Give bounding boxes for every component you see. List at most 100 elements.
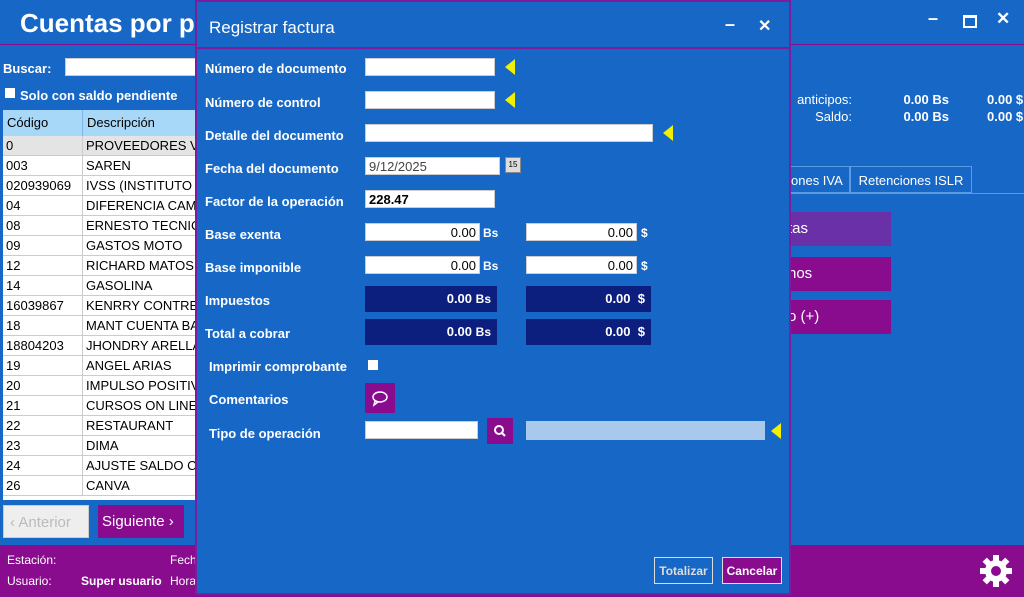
table-cell[interactable]: 04 (3, 196, 83, 216)
detail-input[interactable] (365, 124, 653, 142)
window-minimize[interactable]: – (928, 8, 939, 28)
table-cell[interactable]: 21 (3, 396, 83, 416)
table-cell[interactable]: 020939069 (3, 176, 83, 196)
column-header: Código (3, 110, 83, 136)
table-cell[interactable]: 26 (3, 476, 83, 496)
unit: $ (637, 291, 645, 306)
table-cell[interactable]: 0 (3, 136, 83, 156)
summary-label: anticipos: (797, 92, 852, 107)
table-cell[interactable]: CURSOS ON LINE (83, 396, 198, 416)
table-cell[interactable]: CANVA (83, 476, 198, 496)
unit: Bs (483, 259, 499, 273)
dialog-minimize[interactable]: – (725, 14, 736, 34)
unit: Bs (475, 325, 491, 339)
search-input[interactable] (65, 58, 205, 76)
next-label: Siguiente (102, 513, 165, 530)
window-maximize[interactable] (963, 15, 977, 28)
table-cell[interactable]: 09 (3, 236, 83, 256)
table-cell[interactable]: ERNESTO TECNICO (83, 216, 198, 236)
field-label: Tipo de operación (209, 426, 321, 441)
action-button[interactable]: o (+) (788, 300, 891, 334)
date-label: Fech (170, 553, 197, 567)
table-cell[interactable]: DIMA (83, 436, 198, 456)
table-cell[interactable]: SAREN (83, 156, 198, 176)
action-button[interactable]: nos (788, 257, 891, 291)
table-cell[interactable]: 23 (3, 436, 83, 456)
table-cell[interactable]: 24 (3, 456, 83, 476)
station-label: Estación: (7, 553, 57, 567)
search-button[interactable] (487, 418, 513, 444)
table-cell[interactable]: 003 (3, 156, 83, 176)
unit: $ (641, 259, 648, 273)
field-label: Imprimir comprobante (209, 359, 347, 374)
table-cell[interactable]: 16039867 (3, 296, 83, 316)
column-header: Descripción (83, 110, 198, 136)
table-cell[interactable]: JHONDRY ARELLA (83, 336, 198, 356)
table-cell[interactable]: 14 (3, 276, 83, 296)
field-label: Fecha del documento (205, 161, 339, 176)
table-cell[interactable]: IMPULSO POSITIV (83, 376, 198, 396)
table-cell[interactable]: 12 (3, 256, 83, 276)
table-cell[interactable]: 22 (3, 416, 83, 436)
operation-type-display (526, 421, 765, 440)
window-close[interactable]: ✕ (996, 9, 1011, 28)
table-cell[interactable]: 18 (3, 316, 83, 336)
amount: 0.00 (605, 291, 631, 306)
table-cell[interactable]: KENRRY CONTRER (83, 296, 198, 316)
prev-button[interactable]: ‹ Anterior (3, 505, 89, 538)
table-cell[interactable]: PROVEEDORES VA (83, 136, 198, 156)
field-label: Número de control (205, 95, 321, 110)
table-cell[interactable]: 18804203 (3, 336, 83, 356)
required-marker (771, 423, 781, 439)
table-cell[interactable]: 19 (3, 356, 83, 376)
date-input[interactable]: 9/12/2025 (365, 157, 500, 175)
tab-iva[interactable]: ones IVA (788, 166, 850, 193)
table-cell[interactable]: GASOLINA (83, 276, 198, 296)
table-cell[interactable]: MANT CUENTA BA (83, 316, 198, 336)
unit: Bs (475, 292, 491, 306)
amount: 0.00 (605, 324, 631, 339)
table-cell[interactable]: 20 (3, 376, 83, 396)
tab-islr[interactable]: Retenciones ISLR (850, 166, 972, 193)
amount-display: 0.00 Bs (365, 319, 497, 345)
table-cell[interactable]: GASTOS MOTO (83, 236, 198, 256)
unit: $ (641, 226, 648, 240)
field-label: Base exenta (205, 227, 281, 242)
table-cell[interactable]: RESTAURANT (83, 416, 198, 436)
comments-button[interactable] (365, 383, 395, 413)
table-cell[interactable]: 08 (3, 216, 83, 236)
dialog-close[interactable]: ✕ (758, 18, 772, 35)
field-label: Comentarios (209, 392, 289, 407)
dialog: Registrar factura – ✕ Número de document… (195, 0, 791, 595)
table-cell[interactable]: AJUSTE SALDO CL (83, 456, 198, 476)
accounts-table: Código Descripción 0 PROVEEDORES VA 003 SAREN… (3, 110, 198, 500)
field-label: Número de documento (205, 61, 347, 76)
field-label: Detalle del documento (205, 128, 344, 143)
calendar-button[interactable]: 15 (505, 157, 521, 173)
print-checkbox[interactable] (368, 360, 378, 370)
table-cell[interactable]: ANGEL ARIAS (83, 356, 198, 376)
operation-type-input[interactable] (365, 421, 478, 439)
summary-value: 0.00 Bs (903, 109, 949, 124)
amount-input[interactable]: 0.00 (365, 223, 480, 241)
amount-input[interactable]: 0.00 (526, 223, 637, 241)
factor-input[interactable]: 228.47 (365, 190, 495, 208)
dialog-title: Registrar factura (209, 18, 335, 37)
document-number-input[interactable] (365, 58, 495, 76)
amount: 0.00 (446, 324, 473, 339)
action-button[interactable]: tas (788, 212, 891, 246)
amount-input[interactable]: 0.00 (526, 256, 637, 274)
required-marker (663, 125, 673, 141)
control-number-input[interactable] (365, 91, 495, 109)
cancel-button[interactable]: Cancelar (722, 557, 782, 584)
next-button[interactable]: Siguiente › (98, 505, 184, 538)
settings-icon[interactable] (978, 553, 1014, 589)
table-cell[interactable]: DIFERENCIA CAMI (83, 196, 198, 216)
table-cell[interactable]: IVSS (INSTITUTO V (83, 176, 198, 196)
table-cell[interactable]: RICHARD MATOS (83, 256, 198, 276)
totalize-button[interactable]: Totalizar (654, 557, 713, 584)
filter-checkbox[interactable] (5, 88, 15, 98)
amount-input[interactable]: 0.00 (365, 256, 480, 274)
